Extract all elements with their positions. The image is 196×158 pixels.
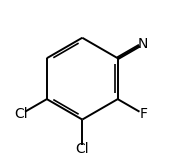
Text: Cl: Cl (15, 107, 28, 121)
Text: Cl: Cl (75, 142, 89, 156)
Text: N: N (137, 37, 148, 51)
Text: F: F (139, 107, 147, 121)
